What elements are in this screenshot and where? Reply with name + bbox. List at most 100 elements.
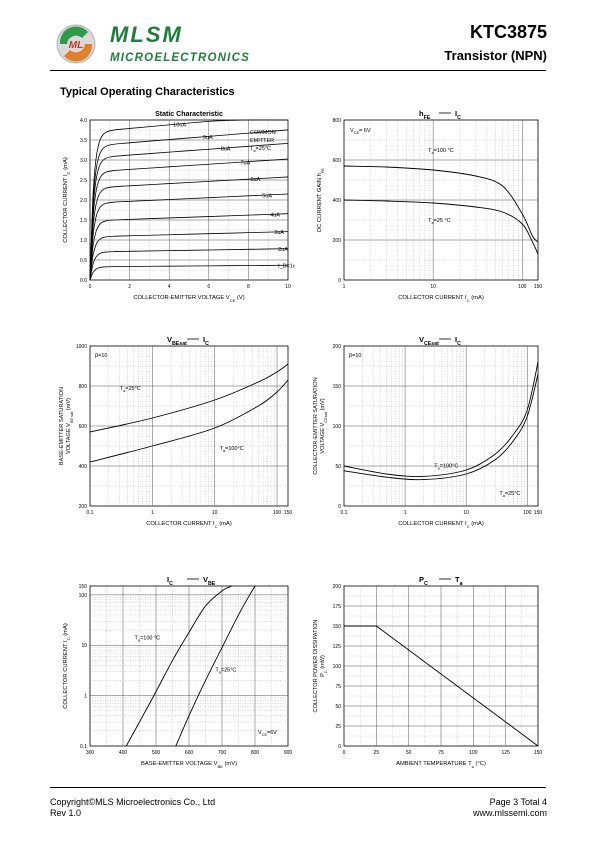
chart-ic-vbe: 300 400 500 600 700 800 900 0.1 1 10 100 150 BASE-EM… xyxy=(63,575,293,769)
y-tick-label: 600 xyxy=(333,158,342,164)
curve-8uA xyxy=(89,142,289,281)
curve-label: 10uA xyxy=(173,123,186,129)
x-tick-label: 10 xyxy=(430,284,436,290)
footer-page: Page 3 Total 4 xyxy=(489,797,547,807)
label-100c: Ta=100°C xyxy=(434,464,458,471)
vce-annotation: VCE=6V xyxy=(258,730,277,737)
y-axis-label: COLLECTOR-EMITTER SATURATION xyxy=(313,377,319,474)
y-axis-label: DC CURRENT GAIN hFE xyxy=(317,168,325,232)
x-tick-label: 150 xyxy=(534,284,543,290)
x-tick-label: 10 xyxy=(212,510,218,516)
y-tick-label: 200 xyxy=(333,238,342,244)
annotation-line-2: EMITTER xyxy=(250,138,274,144)
x-tick-label: 0.1 xyxy=(341,510,348,516)
label-100c: Ta=100 °C xyxy=(135,636,161,643)
label-100c: Ta=100 °C xyxy=(428,148,454,155)
part-number: KTC3875 xyxy=(469,22,547,42)
curve-T_a=100°C xyxy=(125,585,233,747)
annotation-temp: Ta=25°C xyxy=(250,146,271,153)
y-axis-label-2: VOLTAGE VCEsat (mV) xyxy=(320,398,328,453)
footer-rule xyxy=(50,787,546,788)
footer-revision: Rev 1.0 xyxy=(50,808,82,818)
y-tick-label: 75 xyxy=(335,684,341,690)
y-axis-label: COLLECTOR CURRENT IC (mA) xyxy=(63,157,71,243)
x-tick-label: 700 xyxy=(218,750,227,756)
x-tick-label: 6 xyxy=(207,284,210,290)
y-tick-label: 1000 xyxy=(76,344,87,350)
curve-label: I_B=1uA xyxy=(278,263,295,269)
curve-I_B=1uA xyxy=(89,264,289,281)
y-tick-label: 1 xyxy=(84,694,87,700)
y-tick-label: 3.0 xyxy=(80,158,87,164)
y-tick-label: 600 xyxy=(79,424,88,430)
x-tick-label: 10 xyxy=(463,510,469,516)
chart-title-rest: IC xyxy=(455,335,461,347)
chart-title: VCEsat xyxy=(419,335,439,347)
curve-2uA xyxy=(89,248,289,281)
y-tick-label: 125 xyxy=(333,644,342,650)
company-logo-icon: ML xyxy=(56,24,96,64)
x-tick-label: 100 xyxy=(523,510,532,516)
curve-7uA xyxy=(89,158,289,281)
curve-5uA xyxy=(89,193,289,281)
label-25c: Ta=25°C xyxy=(499,491,520,498)
y-axis-label: COLLECTOR CURRENT IC (mA) xyxy=(63,623,71,709)
curve-label: 2uA xyxy=(278,247,288,253)
x-axis-label: AMBIENT TEMPERATURE Ta (°C) xyxy=(396,761,486,769)
curve-T_a=100°C xyxy=(343,165,539,243)
curve-label: 8uA xyxy=(221,146,231,152)
footer-copyright: Copyright©MLS Microelectronics Co., Ltd xyxy=(50,797,216,807)
y-tick-label: 150 xyxy=(333,624,342,630)
curve-label: 5uA xyxy=(262,193,272,199)
x-tick-label: 900 xyxy=(284,750,293,756)
x-tick-label: 600 xyxy=(185,750,194,756)
curve-label: 4uA xyxy=(270,212,280,218)
chart-title: hFE xyxy=(419,109,431,121)
chart-title-rest: IC xyxy=(455,109,461,121)
curve-label: 7uA xyxy=(241,160,251,166)
x-tick-label: 150 xyxy=(534,510,543,516)
annotation-line-1: COMMON xyxy=(250,130,276,136)
chart-hfe-ic: 1 10 100 150 0 200 400 600 800 COLLECTOR CURRENT … xyxy=(317,109,543,303)
y-tick-label: 400 xyxy=(79,464,88,470)
y-tick-label: 0.1 xyxy=(80,744,87,750)
header-rule xyxy=(50,70,546,71)
chart-title-rest: IC xyxy=(203,335,209,347)
footer-url: www.mlssemi.com xyxy=(472,808,547,818)
x-tick-label: 25 xyxy=(374,750,380,756)
y-tick-label: 0 xyxy=(338,744,341,750)
x-tick-label: 500 xyxy=(152,750,161,756)
x-tick-label: 0 xyxy=(343,750,346,756)
curve-9uA xyxy=(89,129,289,281)
x-tick-label: 4 xyxy=(168,284,171,290)
label-25c: Ta=25°C xyxy=(120,386,141,393)
company-name: MLSM xyxy=(110,22,183,47)
x-tick-label: 150 xyxy=(284,510,293,516)
chart-title: VBEsat xyxy=(167,335,187,347)
curve-T_a=25°C xyxy=(175,585,256,747)
x-axis-label: COLLECTOR CURRENT IC (mA) xyxy=(146,521,232,529)
chart-title: PC xyxy=(419,575,428,587)
curve-3uA xyxy=(89,231,289,281)
y-axis-label-2: VOLTAGE VBE sat (mV) xyxy=(66,398,74,454)
y-tick-label: 50 xyxy=(335,464,341,470)
curve-6uA xyxy=(89,176,289,281)
label-25c: Ta=25°C xyxy=(215,668,236,675)
curve-T_a=100°C xyxy=(343,361,539,478)
x-axis-label: COLLECTOR CURRENT IC (mA) xyxy=(398,295,484,303)
beta-annotation: β=10 xyxy=(349,353,362,359)
y-tick-label: 2.0 xyxy=(80,198,87,204)
x-tick-label: 8 xyxy=(247,284,250,290)
curve-label: 3uA xyxy=(274,230,284,236)
x-axis-label: COLLECTOR-EMITTER VOLTAGE VCE (V) xyxy=(133,295,244,303)
y-tick-label: 25 xyxy=(335,724,341,730)
x-axis-label: COLLECTOR CURRENT IC (mA) xyxy=(398,521,484,529)
curve-4uA xyxy=(89,213,289,281)
x-tick-label: 2 xyxy=(128,284,131,290)
y-tick-label: 100 xyxy=(79,593,88,599)
y-tick-label: 10 xyxy=(81,643,87,649)
x-tick-label: 1 xyxy=(404,510,407,516)
x-axis-label: BASE-EMITTER VOLTAGE VBE (mV) xyxy=(141,761,237,769)
x-tick-label: 0.1 xyxy=(87,510,94,516)
